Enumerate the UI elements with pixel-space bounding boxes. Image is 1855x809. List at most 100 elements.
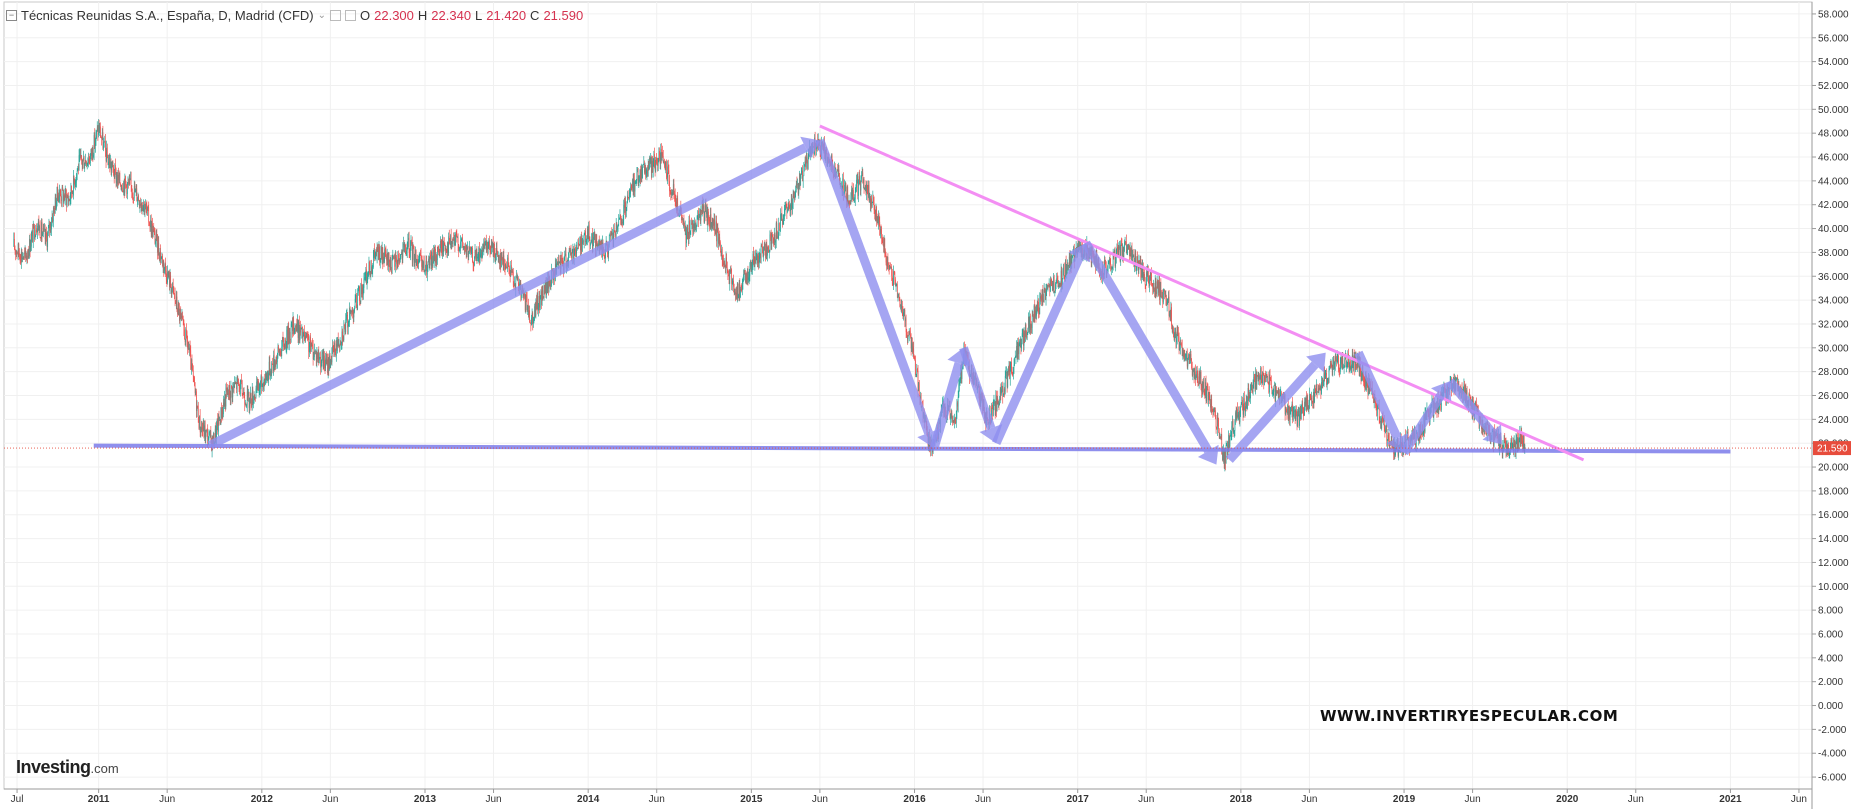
candle-body: [1229, 436, 1231, 447]
candle-body: [905, 318, 906, 322]
candle-body: [763, 243, 765, 250]
candle-body: [764, 243, 766, 249]
candle-body: [488, 240, 490, 246]
candle-body: [1258, 375, 1260, 379]
candle-body: [419, 253, 421, 259]
candle-body: [292, 324, 293, 331]
candle-body: [59, 190, 61, 195]
candle-body: [1511, 439, 1512, 450]
candle-body: [187, 347, 189, 349]
candle-body: [1035, 310, 1037, 316]
candle-body: [1018, 343, 1019, 355]
candle-body: [1125, 241, 1127, 254]
candle-body: [780, 213, 782, 215]
candle-body: [63, 195, 65, 203]
candle-body: [1332, 363, 1334, 370]
candle-body: [290, 324, 292, 340]
candle-body: [597, 243, 598, 250]
candle-body: [154, 230, 156, 244]
candle-body: [1137, 266, 1139, 271]
candle-body: [756, 255, 758, 259]
candle-body: [479, 254, 481, 263]
time-axis[interactable]: Jul 2011 Jun 2012 Jun 2013 Jun 2014 Jun 2015 Jun 20…: [4, 788, 1812, 805]
candle-body: [671, 192, 673, 195]
candle-body: [1222, 453, 1223, 455]
candle-body: [1202, 382, 1204, 389]
candle-body: [1274, 385, 1276, 401]
candle-body: [434, 248, 436, 262]
candle-body: [1201, 385, 1202, 392]
candle-body: [303, 331, 305, 337]
candle-body: [177, 304, 179, 315]
candle-body: [391, 258, 393, 273]
candle-body: [804, 164, 805, 167]
candle-body: [1107, 263, 1109, 271]
candle-body: [635, 180, 637, 181]
candle-body: [69, 199, 70, 201]
candle-body: [180, 312, 182, 314]
candle-body: [166, 279, 168, 283]
candle-body: [98, 125, 99, 135]
candle-body: [615, 223, 617, 236]
candle-body: [582, 241, 584, 243]
candle-body: [1232, 421, 1233, 426]
candle-body: [311, 343, 313, 345]
candle-body: [330, 360, 332, 368]
candle-body: [1171, 325, 1173, 329]
candle-body: [571, 252, 573, 258]
candle-body: [649, 157, 650, 169]
candle-body: [714, 231, 716, 235]
candle-body: [1028, 316, 1029, 329]
candle-body: [1126, 250, 1128, 254]
candle-body: [909, 331, 911, 335]
candle-body: [406, 250, 407, 256]
candle-body: [170, 275, 172, 287]
candle-body: [861, 172, 863, 176]
candle-body: [765, 243, 767, 258]
candle-body: [1365, 373, 1366, 390]
candle-body: [313, 357, 315, 360]
candle-body: [512, 271, 514, 272]
candle-body: [598, 240, 599, 245]
candle-body: [165, 270, 167, 280]
candle-body: [1204, 393, 1206, 397]
candle-body: [1152, 284, 1154, 289]
candle-body: [763, 249, 765, 257]
candle-body: [712, 219, 714, 229]
candle-body: [1209, 396, 1211, 404]
candlestick-series: [13, 119, 1526, 472]
candle-body: [73, 175, 74, 196]
candle-body: [1148, 280, 1150, 286]
candle-body: [537, 296, 539, 311]
candle-body: [106, 147, 108, 158]
candle-body: [1210, 398, 1212, 408]
candle-body: [482, 247, 484, 252]
candle-body: [1213, 408, 1215, 411]
candle-body: [626, 202, 628, 208]
candle-body: [1011, 362, 1012, 374]
candle-body: [384, 249, 385, 262]
candle-body: [1350, 366, 1352, 370]
candle-body: [1226, 444, 1228, 446]
candle-body: [314, 350, 316, 352]
price-axis[interactable]: 58.00056.00054.00052.00050.00048.00046.0…: [1811, 2, 1849, 809]
candle-body: [1142, 265, 1144, 281]
candle-body: [693, 223, 694, 232]
candle-body: [1190, 354, 1192, 359]
candle-body: [426, 260, 428, 275]
candle-body: [908, 331, 910, 336]
candle-body: [731, 283, 733, 285]
candle-body: [797, 183, 799, 194]
candle-body: [755, 256, 756, 263]
candle-body: [786, 207, 788, 212]
candle-body: [86, 163, 87, 167]
candle-body: [137, 199, 138, 201]
candle-body: [644, 162, 645, 173]
chart-grid: [3, 1, 1813, 790]
candle-body: [1067, 265, 1068, 272]
price-tick-label: 34.000: [1818, 296, 1849, 307]
candle-body: [1010, 362, 1012, 368]
candle-body: [655, 157, 657, 159]
candle-body: [1295, 410, 1297, 419]
